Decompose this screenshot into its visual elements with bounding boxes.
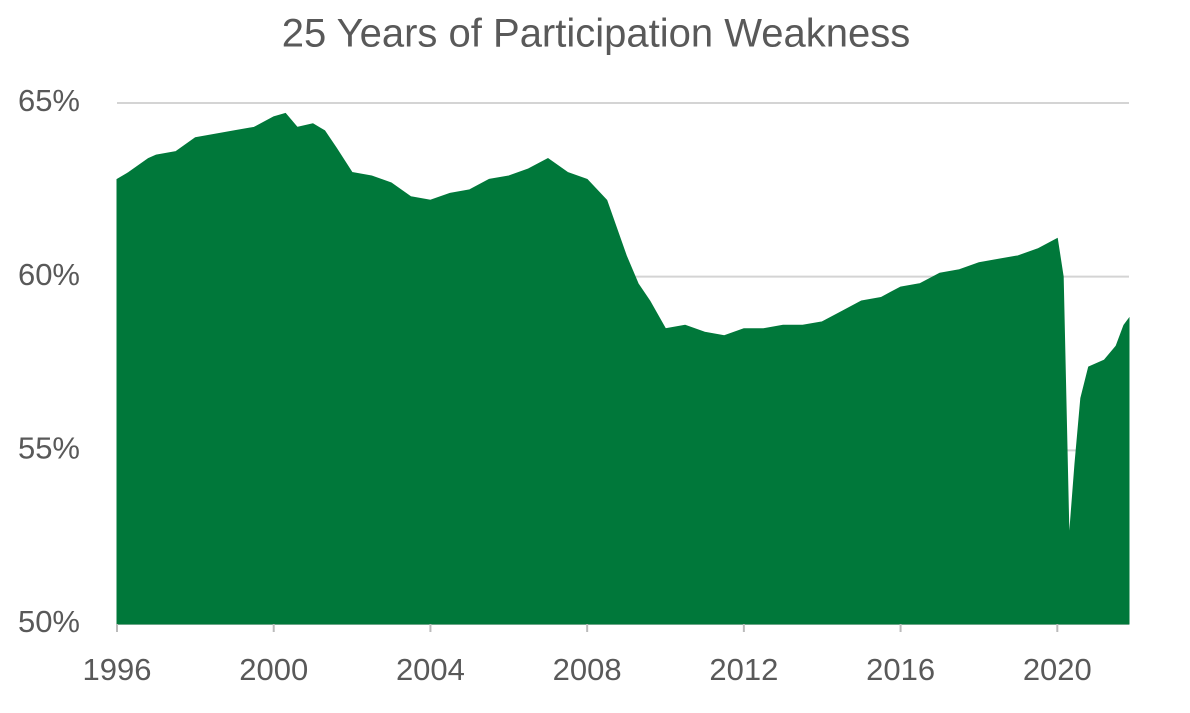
x-tick-label: 2008 xyxy=(553,652,622,687)
x-tick-label: 2004 xyxy=(396,652,465,687)
y-tick-label: 55% xyxy=(18,431,80,466)
area xyxy=(116,112,1130,625)
y-tick-label: 65% xyxy=(18,83,80,118)
x-tick-label: 1996 xyxy=(83,652,152,687)
y-tick-label: 50% xyxy=(18,604,80,639)
x-tick-label: 2016 xyxy=(866,652,935,687)
chart-title: 25 Years of Participation Weakness xyxy=(282,12,911,56)
x-tick-label: 2000 xyxy=(239,652,308,687)
x-tick-label: 2012 xyxy=(709,652,778,687)
x-tick-label: 2020 xyxy=(1023,652,1092,687)
y-tick-label: 60% xyxy=(18,257,80,292)
